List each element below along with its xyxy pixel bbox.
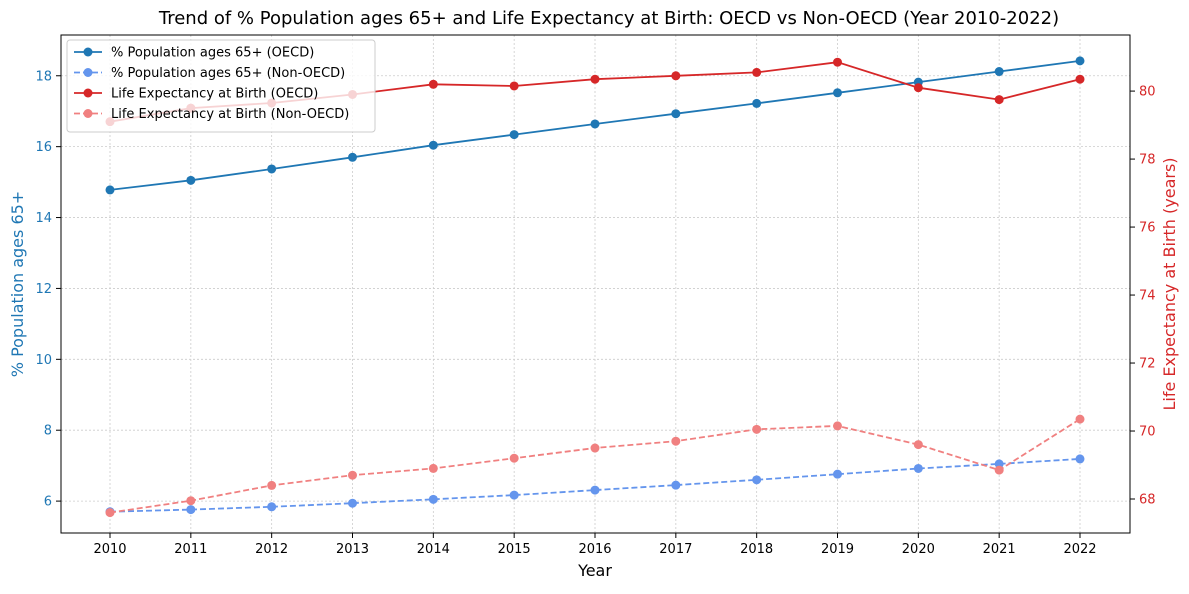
data-point (428, 463, 438, 473)
data-point (1075, 414, 1085, 424)
y-left-tick-label: 6 (44, 495, 52, 510)
y-right-tick-label: 72 (1139, 357, 1156, 372)
data-point (105, 508, 115, 518)
x-tick-label: 2013 (336, 542, 369, 557)
series-line (109, 418, 1081, 514)
data-point (994, 67, 1004, 77)
x-tick-label: 2021 (983, 542, 1016, 557)
data-point (1075, 56, 1085, 66)
x-tick-label: 2020 (902, 542, 935, 557)
x-tick-label: 2017 (659, 542, 692, 557)
series-1 (105, 56, 1085, 195)
data-point (913, 463, 923, 473)
legend-marker (83, 88, 93, 98)
data-point (590, 119, 600, 129)
y-left-tick-label: 10 (35, 353, 52, 368)
legend-label: % Population ages 65+ (OECD) (111, 46, 314, 61)
data-point (671, 480, 681, 490)
legend-label: Life Expectancy at Birth (Non-OECD) (111, 107, 349, 122)
data-point (348, 152, 357, 162)
legend-marker (83, 68, 93, 77)
data-point (509, 130, 519, 140)
x-tick-label: 2015 (498, 542, 531, 557)
data-point (752, 67, 762, 77)
y-right-tick-label: 74 (1139, 289, 1156, 304)
data-point (509, 81, 519, 91)
data-point (833, 469, 842, 479)
legend: % Population ages 65+ (OECD) % Population… (66, 39, 376, 133)
y-right-tick-label: 68 (1139, 493, 1156, 508)
data-point (348, 470, 357, 480)
y-right-tick-label: 76 (1139, 221, 1156, 236)
x-tick-label: 2016 (578, 542, 611, 557)
y-right-tick-label: 80 (1139, 85, 1156, 100)
data-point (590, 485, 600, 495)
data-point (428, 79, 438, 89)
y-left-tick-label: 14 (35, 211, 52, 226)
data-point (509, 453, 519, 463)
x-tick-label: 2019 (821, 542, 854, 557)
x-tick-label: 2022 (1063, 542, 1096, 557)
data-point (1075, 454, 1085, 464)
data-point (428, 140, 438, 150)
y-right-tick-label: 70 (1139, 425, 1156, 440)
legend-marker (83, 109, 93, 118)
data-point (267, 480, 277, 490)
data-point (671, 109, 681, 119)
data-point (348, 498, 357, 508)
data-point (590, 443, 600, 453)
data-point (186, 496, 196, 506)
x-tick-label: 2018 (740, 542, 773, 557)
data-point (994, 95, 1004, 105)
legend-box (66, 39, 376, 133)
data-point (671, 436, 681, 446)
data-point (913, 440, 923, 450)
data-point (186, 175, 196, 185)
y-left-tick-label: 8 (44, 424, 52, 439)
data-point (186, 505, 196, 515)
data-point (752, 424, 762, 434)
data-point (833, 57, 842, 67)
data-point (428, 494, 438, 504)
data-point (833, 421, 842, 431)
legend-label: % Population ages 65+ (Non-OECD) (111, 66, 345, 81)
x-tick-label: 2011 (174, 542, 207, 557)
data-point (671, 71, 681, 81)
grid-lines (61, 35, 1130, 533)
data-point (913, 83, 923, 93)
x-tick-label: 2012 (255, 542, 288, 557)
y-left-tick-label: 12 (35, 282, 52, 297)
data-point (994, 459, 1004, 469)
legend-label: Life Expectancy at Birth (OECD) (111, 87, 318, 102)
data-point (509, 490, 519, 500)
x-axis-label: Year (577, 561, 612, 580)
legend-marker (83, 47, 93, 57)
data-point (752, 475, 762, 485)
y-axis-right-label: Life Expectancy at Birth (years) (1160, 157, 1179, 410)
chart-title: Trend of % Population ages 65+ and Life … (158, 8, 1059, 29)
data-point (267, 502, 277, 512)
series-4 (105, 414, 1085, 518)
data-point (1075, 74, 1085, 84)
data-point (105, 185, 115, 195)
data-point (833, 88, 842, 98)
y-right-tick-label: 78 (1139, 153, 1156, 168)
y-axis-left-label: % Population ages 65+ (8, 191, 27, 377)
x-tick-label: 2010 (93, 542, 126, 557)
y-left-tick-label: 18 (35, 69, 52, 84)
data-point (267, 164, 277, 174)
data-point (752, 98, 762, 108)
axes: 2010 2011 2012 2013 2014 2015 2016 2017 2018 2019… (35, 69, 1155, 557)
data-point (590, 74, 600, 84)
data-point (994, 465, 1004, 475)
y-left-tick-label: 16 (35, 140, 52, 155)
x-tick-label: 2014 (417, 542, 450, 557)
